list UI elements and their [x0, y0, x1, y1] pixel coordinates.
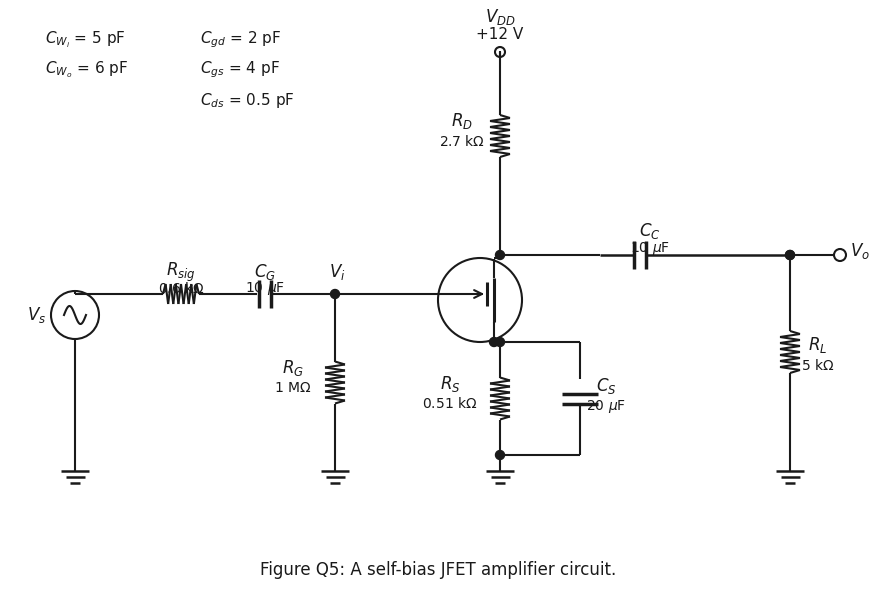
Circle shape — [496, 250, 504, 259]
Text: $V_s$: $V_s$ — [27, 305, 46, 325]
Text: $V_o$: $V_o$ — [850, 241, 870, 261]
Text: $C_{W_i}$ = 5 pF: $C_{W_i}$ = 5 pF — [45, 30, 125, 51]
Circle shape — [496, 337, 504, 346]
Text: +12 V: +12 V — [476, 27, 524, 42]
Text: 0.6 k$\Omega$: 0.6 k$\Omega$ — [158, 280, 204, 296]
Circle shape — [496, 450, 504, 459]
Text: 5 k$\Omega$: 5 k$\Omega$ — [802, 358, 835, 372]
Text: $C_{gd}$ = 2 pF: $C_{gd}$ = 2 pF — [200, 30, 282, 51]
Text: $C_{W_o}$ = 6 pF: $C_{W_o}$ = 6 pF — [45, 60, 128, 80]
Text: $R_{sig}$: $R_{sig}$ — [166, 261, 196, 284]
Text: 10 $\mu$F: 10 $\mu$F — [630, 240, 670, 256]
Circle shape — [786, 250, 795, 259]
Text: 1 M$\Omega$: 1 M$\Omega$ — [275, 380, 311, 394]
Text: 0.51 k$\Omega$: 0.51 k$\Omega$ — [422, 396, 478, 411]
Text: 10 $\mu$F: 10 $\mu$F — [245, 280, 285, 296]
Text: $C_S$: $C_S$ — [595, 377, 617, 396]
Circle shape — [786, 250, 795, 259]
Text: $R_L$: $R_L$ — [809, 335, 828, 355]
Circle shape — [331, 290, 339, 299]
Circle shape — [489, 337, 498, 346]
Text: $C_{ds}$ = 0.5 pF: $C_{ds}$ = 0.5 pF — [200, 90, 295, 109]
Text: $C_G$: $C_G$ — [254, 262, 276, 282]
Text: 20 $\mu$F: 20 $\mu$F — [586, 398, 626, 415]
Text: $R_S$: $R_S$ — [439, 374, 460, 393]
Text: $R_D$: $R_D$ — [451, 111, 473, 131]
Text: 2.7 k$\Omega$: 2.7 k$\Omega$ — [439, 133, 485, 149]
Text: Figure Q5: A self-bias JFET amplifier circuit.: Figure Q5: A self-bias JFET amplifier ci… — [260, 561, 617, 579]
Text: $V_{DD}$: $V_{DD}$ — [485, 7, 516, 27]
Text: $V_i$: $V_i$ — [329, 262, 346, 282]
Text: $C_{gs}$ = 4 pF: $C_{gs}$ = 4 pF — [200, 60, 280, 80]
Text: $C_C$: $C_C$ — [639, 221, 661, 241]
Text: $R_G$: $R_G$ — [282, 358, 304, 377]
